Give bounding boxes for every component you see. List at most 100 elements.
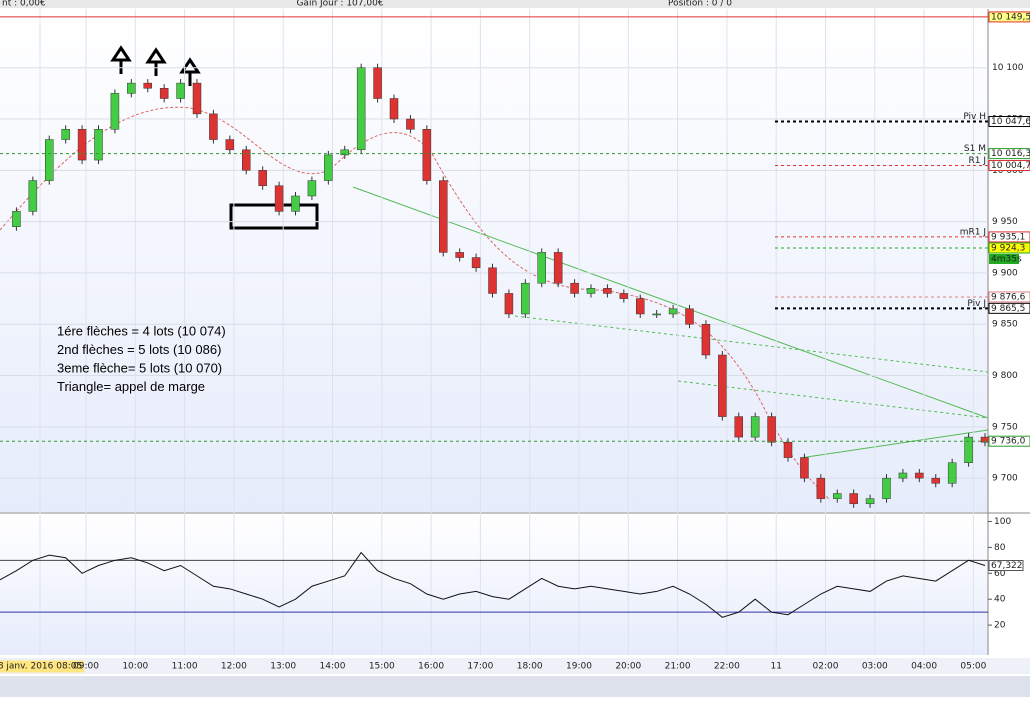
candle (964, 436, 973, 463)
candle (898, 472, 908, 479)
x-tick-label: 04:00 (911, 662, 937, 672)
arrow (179, 57, 201, 86)
rsi-tick-label: 80 (994, 543, 1006, 553)
candle (340, 149, 349, 156)
candle (734, 416, 743, 438)
x-tick-label: 22:00 (714, 662, 740, 672)
level-box (988, 231, 1030, 243)
candle (668, 308, 678, 315)
candle (406, 118, 415, 130)
x-tick-label: 14:00 (320, 662, 346, 672)
candle (258, 170, 267, 186)
level-box (988, 302, 1030, 314)
candle (652, 313, 661, 316)
candle (324, 154, 333, 181)
x-tick-label: 19:00 (566, 662, 592, 672)
candle (127, 82, 136, 94)
toolbar-right: Position : 0 / 0 (668, 0, 732, 9)
rsi-tick-label: 100 (994, 517, 1011, 527)
x-tick-label: 20:00 (615, 662, 641, 672)
candle (176, 82, 185, 99)
candle (28, 180, 38, 212)
level-tag: Piv H (963, 112, 986, 122)
arrow (110, 45, 132, 74)
rsi-line (0, 551, 986, 618)
y-tick-label: 9 750 (992, 422, 1018, 432)
annotation: 3eme flèche= 5 lots (10 070) (57, 360, 222, 375)
scrollbar[interactable] (0, 676, 1030, 697)
candle (816, 477, 826, 499)
y-tick-label: 9 900 (992, 268, 1018, 278)
x-tick-label: 15:00 (369, 662, 395, 672)
x-tick-label: 18:00 (517, 662, 543, 672)
candle (110, 93, 120, 130)
candle (750, 416, 760, 438)
x-tick-label: 11:00 (172, 662, 198, 672)
candle (373, 67, 382, 99)
y-tick-label: 9 800 (992, 371, 1018, 381)
candle (307, 180, 317, 197)
candle (718, 354, 727, 417)
x-tick-label: 12:00 (221, 662, 247, 672)
level-tag: mR1 J (960, 227, 986, 237)
candle (45, 139, 54, 181)
level-box (988, 291, 1030, 303)
level-box (988, 160, 1030, 172)
candle (947, 462, 957, 484)
countdown: 4m35s (991, 254, 1022, 264)
rsi-current-box (988, 560, 1024, 572)
level-label: 10 016,3 (991, 149, 1030, 159)
x-tick-highlight (0, 660, 85, 673)
time-axis (0, 658, 1030, 674)
level-label: 9 876,6 (991, 292, 1026, 302)
x-tick-label: 17:00 (467, 662, 493, 672)
y-tick-label: 10 100 (992, 63, 1024, 73)
candle (685, 308, 694, 325)
countdown-box (989, 253, 1019, 264)
level-box (988, 435, 1030, 447)
candle (783, 441, 793, 458)
x-tick-label: 05:00 (960, 662, 986, 672)
level-label: 10 047,6 (991, 117, 1030, 127)
candle (915, 472, 924, 479)
level-label: 10 004,7 (991, 161, 1030, 171)
level-box (988, 11, 1030, 23)
candle (389, 98, 399, 120)
trend-line (514, 315, 989, 373)
y-tick-label: 9 950 (992, 217, 1018, 227)
candle (356, 67, 366, 151)
candle (94, 129, 103, 161)
x-tick-label: 21:00 (665, 662, 691, 672)
candle (865, 498, 875, 505)
candle (291, 195, 300, 212)
candle (833, 493, 842, 499)
trend-line (352, 186, 989, 419)
candle (192, 82, 202, 115)
candle (61, 129, 70, 140)
rsi-tick-label: 40 (994, 595, 1006, 605)
candle (849, 493, 858, 505)
y-tick-label: 9 700 (992, 474, 1018, 484)
y-tick-label: 9 850 (992, 320, 1018, 330)
x-tick-label: 10:00 (122, 662, 148, 672)
candle (570, 282, 579, 294)
candle (636, 298, 645, 315)
x-tick-label: 13:00 (270, 662, 296, 672)
candle (553, 252, 563, 284)
rsi-pane (0, 515, 988, 655)
x-tick-label: 16:00 (418, 662, 444, 672)
level-tag: Piv J (967, 299, 986, 309)
rsi-current: 67,322 (991, 561, 1023, 571)
candle (586, 288, 596, 294)
candle (12, 211, 21, 228)
candle (619, 293, 629, 299)
candle (143, 82, 152, 89)
x-tick-label: 03:00 (862, 662, 888, 672)
candle (77, 129, 87, 161)
x-tick-label: 02:00 (813, 662, 839, 672)
arrow (145, 47, 167, 76)
annotation: 1ére flèches = 4 lots (10 074) (57, 323, 226, 338)
level-box (988, 242, 1030, 254)
